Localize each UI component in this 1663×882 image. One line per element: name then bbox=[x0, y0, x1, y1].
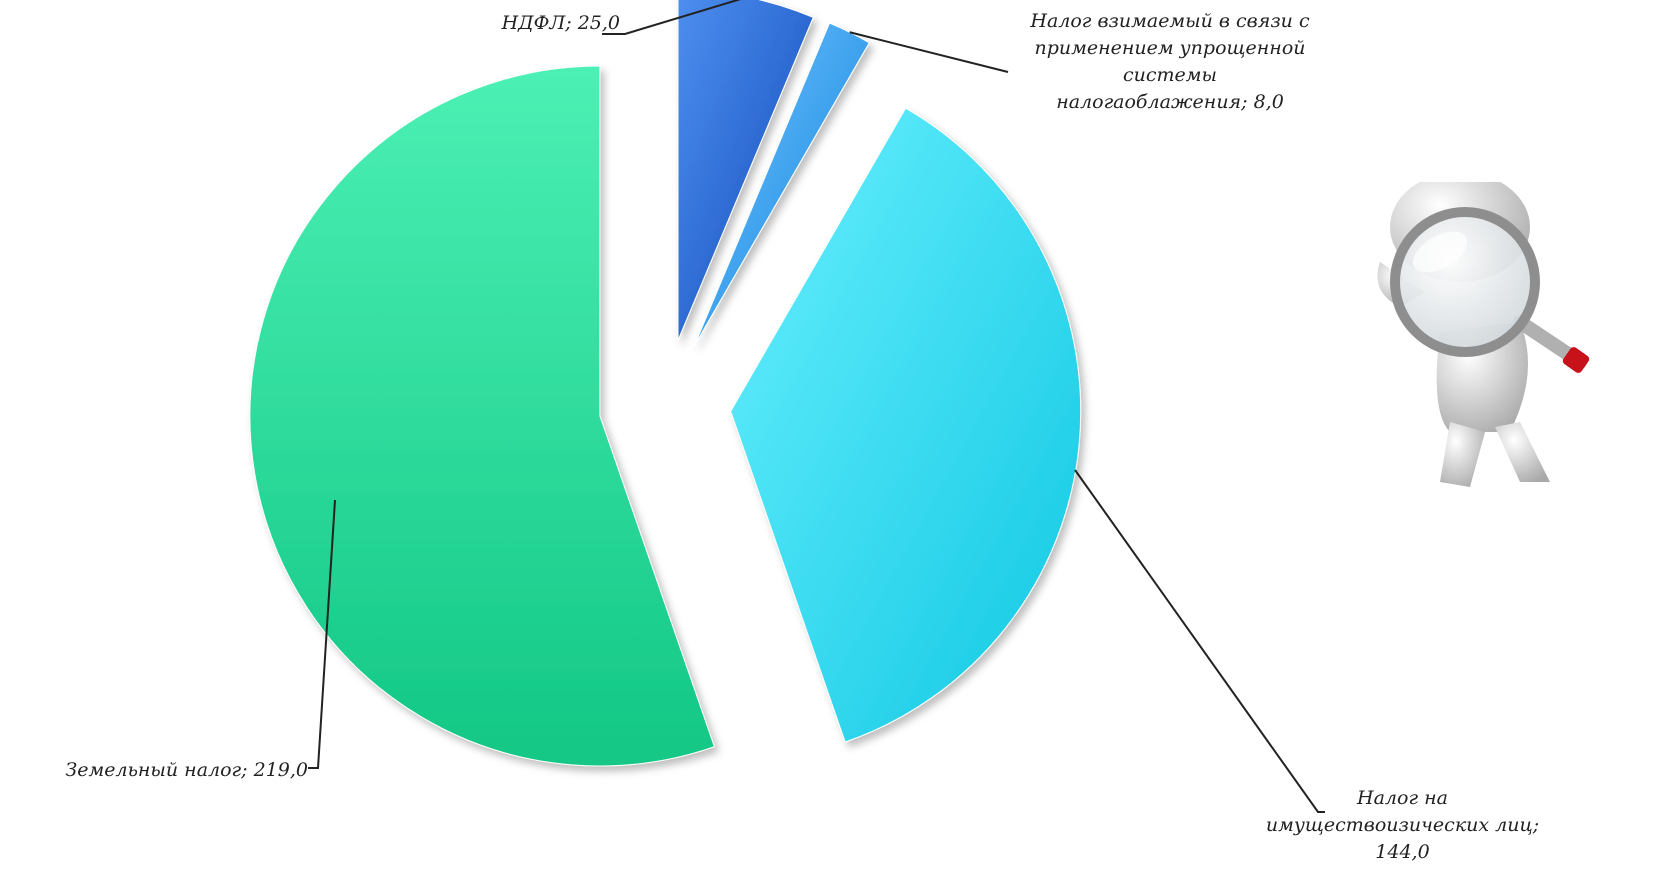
person-magnifier-figure bbox=[1377, 182, 1590, 487]
data-label-ndfl: НДФЛ; 25,0 bbox=[501, 12, 620, 34]
leader-line-ndfl bbox=[602, 0, 742, 35]
pie-slice-property-tax bbox=[730, 107, 1082, 743]
figure-leg-right bbox=[1495, 422, 1550, 482]
leader-line-usn bbox=[849, 31, 1009, 73]
pie-slice-usn bbox=[693, 22, 870, 347]
data-label-usn: Налог взимаемый в связи с применением уп… bbox=[1030, 10, 1310, 113]
data-label-property-tax: Налог на имуществоизических лиц; 144,0 bbox=[1265, 787, 1540, 863]
pie-slice-ndfl bbox=[677, 0, 814, 341]
figure-leg-left bbox=[1440, 422, 1485, 487]
leader-line-land-tax bbox=[308, 499, 336, 769]
magnifier-glare bbox=[1412, 231, 1468, 273]
magnifier-handle-cap bbox=[1562, 347, 1590, 373]
leader-line-property-tax bbox=[1074, 469, 1325, 813]
magnifier-lens-icon bbox=[1390, 207, 1540, 357]
pie-slice-land-tax bbox=[249, 65, 716, 767]
data-label-land-tax: Земельный налог; 219,0 bbox=[65, 759, 308, 781]
